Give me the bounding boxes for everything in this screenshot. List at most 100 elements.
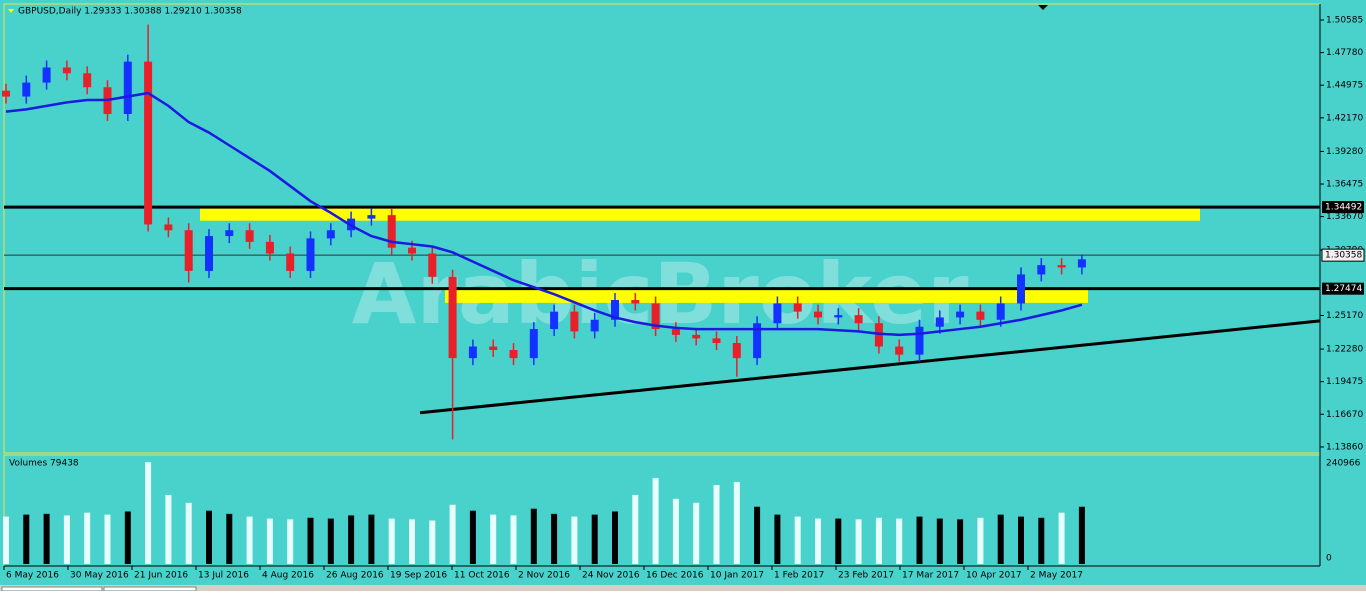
level-label: 1.34492 xyxy=(1325,203,1362,213)
volume-bar xyxy=(449,504,456,564)
candle-body xyxy=(1057,265,1066,268)
candle-body xyxy=(144,61,153,225)
volume-bar xyxy=(226,513,233,564)
volume-tick-label: 0 xyxy=(1326,554,1332,564)
candle-body xyxy=(956,311,965,318)
volume-bar xyxy=(754,506,761,564)
header-icon xyxy=(8,9,14,13)
volume-bar xyxy=(612,511,618,564)
candle-body xyxy=(915,326,924,355)
volume-bar xyxy=(875,517,882,564)
zone xyxy=(445,288,1088,303)
moving-average xyxy=(5,91,1083,337)
volume-bar xyxy=(185,502,192,564)
price-label-box xyxy=(1321,248,1365,262)
candle-body xyxy=(996,303,1005,320)
level-label: 1.27474 xyxy=(1325,284,1362,294)
volume-bar xyxy=(165,494,172,564)
volume-bar xyxy=(409,519,415,564)
chart-header: GBPUSD,Daily 1.29333 1.30388 1.29210 1.3… xyxy=(18,7,242,17)
volume-bar xyxy=(1018,516,1024,564)
x-tick-label: 23 Feb 2017 xyxy=(838,571,894,581)
volume-bar xyxy=(632,494,639,564)
volume-bar xyxy=(327,518,334,564)
volume-bar xyxy=(104,514,111,564)
x-tick-label: 26 Aug 2016 xyxy=(326,571,384,581)
volume-bar xyxy=(794,516,801,564)
candle-body xyxy=(834,315,843,318)
candle-body xyxy=(712,338,721,344)
x-tick-label: 19 Sep 2016 xyxy=(390,571,447,581)
volume-bar xyxy=(287,519,294,564)
volume-bar xyxy=(1058,512,1065,564)
x-tick-label: 13 Jul 2016 xyxy=(198,571,249,581)
candle-body xyxy=(651,303,660,330)
y-tick-label: 1.44975 xyxy=(1326,81,1363,91)
volume-bar xyxy=(348,515,355,564)
candle-body xyxy=(732,343,741,359)
volume-bar xyxy=(510,515,517,564)
candle-body xyxy=(468,346,477,359)
zone xyxy=(200,207,1200,221)
candle-body xyxy=(529,329,538,359)
tab[interactable] xyxy=(103,586,197,592)
candle-body xyxy=(326,230,335,239)
volume-bar xyxy=(652,477,659,564)
y-tick-label: 1.22280 xyxy=(1326,345,1363,355)
x-tick-label: 2 Nov 2016 xyxy=(518,571,570,581)
candle-body xyxy=(509,349,518,359)
x-tick-label: 24 Nov 2016 xyxy=(582,571,640,581)
candle-body xyxy=(671,329,680,335)
y-tick-label: 1.25170 xyxy=(1326,311,1363,321)
volume-bar xyxy=(977,517,984,564)
volume-bar xyxy=(815,518,821,564)
x-tick-label: 30 May 2016 xyxy=(70,571,129,581)
candle-body xyxy=(387,215,396,248)
volume-bar xyxy=(266,518,273,564)
volume-bar xyxy=(571,516,578,564)
volume-bar xyxy=(916,516,923,564)
volume-bar xyxy=(388,518,395,564)
candle-body xyxy=(123,61,132,114)
candle-body xyxy=(895,346,904,355)
volume-bar xyxy=(246,516,253,564)
candle-body xyxy=(367,215,376,219)
volume-bar xyxy=(429,520,436,564)
y-tick-label: 1.19475 xyxy=(1326,377,1363,387)
y-tick-label: 1.36475 xyxy=(1326,180,1363,190)
candle-body xyxy=(42,67,51,83)
candle-body xyxy=(976,311,985,320)
volume-bar xyxy=(3,516,9,564)
volume-bar xyxy=(1078,506,1085,564)
volume-bar xyxy=(957,519,964,564)
volume-bar xyxy=(997,514,1004,564)
volume-bar xyxy=(896,518,903,564)
volume-bar xyxy=(693,502,700,564)
volume-bar xyxy=(591,514,598,564)
y-tick-label: 1.47780 xyxy=(1326,48,1363,58)
volume-bar xyxy=(551,513,558,564)
candle-body xyxy=(225,230,234,237)
candle-body xyxy=(692,334,701,339)
candle-body xyxy=(306,238,315,271)
candle-body xyxy=(245,230,254,242)
candle-body xyxy=(184,230,193,271)
candle-body xyxy=(773,303,782,324)
y-tick-label: 1.33670 xyxy=(1326,212,1363,222)
candle-body xyxy=(550,311,559,330)
volume-bar xyxy=(1038,517,1045,564)
x-tick-label: 16 Dec 2016 xyxy=(646,571,704,581)
tab[interactable] xyxy=(1,586,103,592)
candle-body xyxy=(854,315,863,324)
volume-bar xyxy=(145,462,152,564)
candle-body xyxy=(1077,259,1086,268)
volume-bar xyxy=(368,514,375,564)
candle-body xyxy=(631,300,640,304)
candle-body xyxy=(448,276,457,359)
x-tick-label: 2 May 2017 xyxy=(1030,571,1083,581)
x-tick-label: 10 Jan 2017 xyxy=(710,571,764,581)
candle-body xyxy=(62,67,71,74)
candle-body xyxy=(428,253,437,277)
price-label: 1.30358 xyxy=(1325,251,1362,261)
